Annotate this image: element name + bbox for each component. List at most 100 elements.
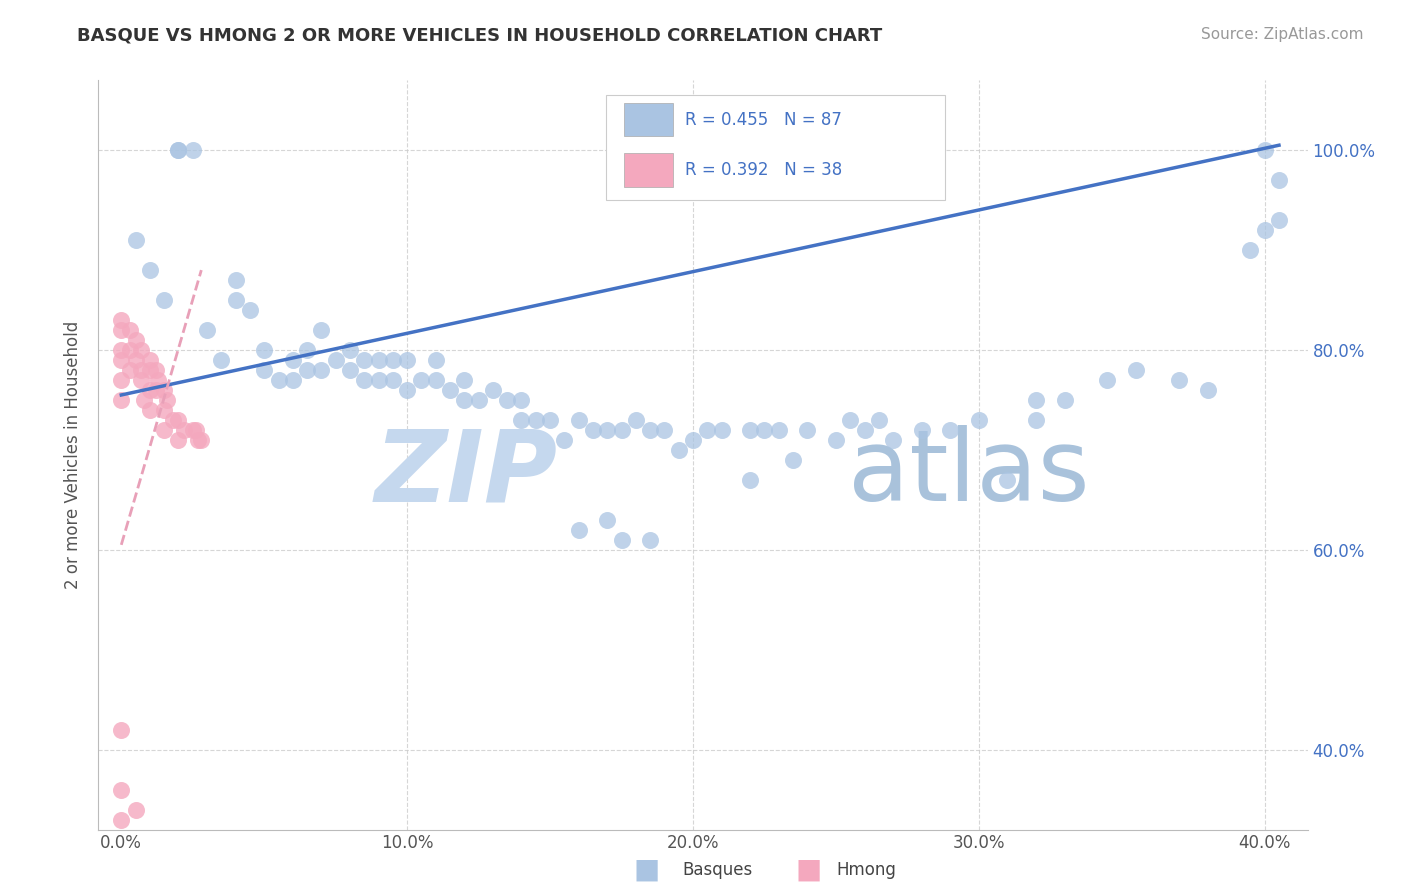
Point [110,353,132,368]
Point [153,403,176,417]
Point [853,423,876,437]
Text: BASQUE VS HMONG 2 OR MORE VEHICLES IN HOUSEHOLD CORRELATION CHART: BASQUE VS HMONG 2 OR MORE VEHICLES IN HO… [77,27,883,45]
Point [1025,413,1047,427]
Point [124,333,146,347]
Point [911,423,934,437]
Point [1268,173,1291,187]
Point [184,423,207,437]
Text: ZIP: ZIP [375,425,558,522]
Point [1254,143,1277,157]
Point [1268,213,1291,227]
Point [295,343,318,357]
Point [281,353,304,368]
Text: atlas: atlas [848,425,1090,522]
Text: Basques: Basques [682,861,752,879]
Point [339,363,361,377]
FancyBboxPatch shape [624,103,672,136]
Point [1168,373,1191,387]
Point [110,373,132,387]
Point [638,533,661,547]
Point [411,373,433,387]
Point [496,392,519,407]
Point [181,143,204,157]
Point [453,373,475,387]
Point [467,392,489,407]
Point [145,363,167,377]
Point [453,392,475,407]
Point [118,323,141,337]
Point [167,433,190,447]
Point [510,413,533,427]
Point [696,423,718,437]
Text: R = 0.392   N = 38: R = 0.392 N = 38 [685,161,842,178]
Point [768,423,790,437]
Point [209,353,232,368]
Point [553,433,575,447]
Point [582,423,605,437]
Point [311,363,333,377]
Point [596,423,619,437]
Point [868,413,890,427]
Point [381,373,404,387]
Point [825,433,848,447]
Text: ■: ■ [796,855,821,884]
Point [173,423,195,437]
Point [110,313,132,327]
Point [396,353,419,368]
Point [1025,392,1047,407]
Point [167,143,190,157]
FancyBboxPatch shape [606,95,945,200]
Point [156,392,179,407]
Point [129,373,152,387]
Point [167,413,190,427]
Point [187,433,209,447]
Point [139,383,162,397]
Point [668,442,690,457]
Point [538,413,561,427]
Point [153,293,176,307]
Point [425,373,447,387]
Point [110,323,132,337]
Point [1125,363,1147,377]
Point [311,323,333,337]
Point [568,523,591,537]
Point [367,353,389,368]
Point [754,423,776,437]
Point [1254,223,1277,237]
Point [1197,383,1219,397]
Text: Hmong: Hmong [837,861,897,879]
Point [139,363,162,377]
Point [139,403,162,417]
Point [710,423,733,437]
Point [139,263,162,277]
Point [239,303,262,318]
Point [295,363,318,377]
Text: R = 0.455   N = 87: R = 0.455 N = 87 [685,111,842,128]
Point [145,383,167,397]
Point [782,453,804,467]
Point [740,473,762,487]
Point [253,363,276,377]
Point [225,273,247,287]
FancyBboxPatch shape [624,153,672,186]
Point [253,343,276,357]
Point [162,413,184,427]
Point [353,353,375,368]
Point [510,392,533,407]
Point [225,293,247,307]
Point [381,353,404,368]
Point [439,383,461,397]
Point [610,423,633,437]
Y-axis label: 2 or more Vehicles in Household: 2 or more Vehicles in Household [65,321,83,589]
Point [596,513,619,527]
Point [124,353,146,368]
Point [654,423,676,437]
Point [148,373,170,387]
Point [339,343,361,357]
Point [110,813,132,827]
Point [181,423,204,437]
Point [118,363,141,377]
Point [129,343,152,357]
Point [353,373,375,387]
Point [1053,392,1076,407]
